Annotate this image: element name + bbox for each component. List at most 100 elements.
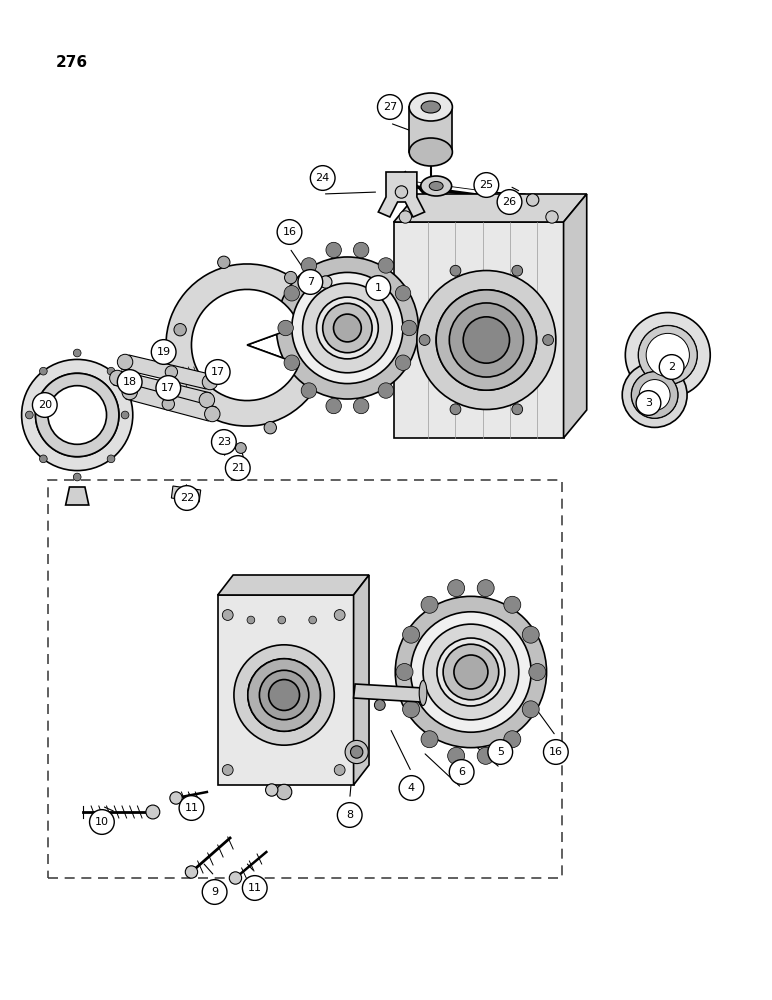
Circle shape bbox=[222, 610, 233, 620]
Circle shape bbox=[22, 359, 133, 471]
Polygon shape bbox=[354, 575, 369, 785]
Circle shape bbox=[378, 258, 394, 273]
Circle shape bbox=[625, 313, 710, 397]
Polygon shape bbox=[564, 194, 587, 438]
Circle shape bbox=[117, 354, 133, 370]
Text: 5: 5 bbox=[496, 747, 504, 757]
Text: 16: 16 bbox=[283, 227, 296, 237]
Circle shape bbox=[301, 258, 317, 273]
Circle shape bbox=[337, 803, 362, 827]
Text: 3: 3 bbox=[645, 398, 652, 408]
Circle shape bbox=[229, 872, 242, 884]
Text: 25: 25 bbox=[479, 180, 493, 190]
Circle shape bbox=[504, 596, 521, 613]
Circle shape bbox=[546, 211, 558, 223]
Circle shape bbox=[326, 242, 341, 258]
Circle shape bbox=[225, 456, 250, 480]
Circle shape bbox=[259, 670, 309, 720]
Circle shape bbox=[247, 616, 255, 624]
Circle shape bbox=[284, 355, 300, 370]
Circle shape bbox=[276, 257, 418, 399]
Circle shape bbox=[298, 270, 323, 294]
Circle shape bbox=[73, 349, 81, 357]
Circle shape bbox=[396, 664, 413, 680]
Text: 18: 18 bbox=[123, 377, 137, 387]
Circle shape bbox=[399, 776, 424, 800]
Text: 11: 11 bbox=[248, 883, 262, 893]
Text: 21: 21 bbox=[231, 463, 245, 473]
Text: 27: 27 bbox=[383, 102, 397, 112]
Circle shape bbox=[403, 701, 420, 718]
Ellipse shape bbox=[421, 176, 452, 196]
Text: 2: 2 bbox=[668, 362, 676, 372]
Circle shape bbox=[310, 166, 335, 190]
Text: 22: 22 bbox=[180, 493, 194, 503]
Circle shape bbox=[205, 360, 230, 384]
Circle shape bbox=[292, 272, 403, 384]
Circle shape bbox=[543, 740, 568, 764]
Circle shape bbox=[631, 372, 678, 418]
Circle shape bbox=[638, 326, 697, 384]
Circle shape bbox=[350, 746, 363, 758]
Text: 1: 1 bbox=[374, 283, 382, 293]
Circle shape bbox=[527, 194, 539, 206]
Circle shape bbox=[266, 784, 278, 796]
Polygon shape bbox=[394, 222, 564, 438]
Circle shape bbox=[320, 276, 332, 288]
Text: 20: 20 bbox=[38, 400, 52, 410]
Circle shape bbox=[522, 626, 539, 643]
Polygon shape bbox=[394, 194, 587, 222]
Ellipse shape bbox=[429, 182, 443, 190]
Circle shape bbox=[212, 430, 236, 454]
Circle shape bbox=[366, 276, 391, 300]
Circle shape bbox=[411, 612, 531, 732]
Circle shape bbox=[622, 363, 687, 427]
Circle shape bbox=[403, 626, 420, 643]
Circle shape bbox=[638, 326, 697, 384]
Circle shape bbox=[636, 391, 661, 415]
Text: 23: 23 bbox=[217, 437, 231, 447]
Polygon shape bbox=[218, 575, 369, 595]
Circle shape bbox=[285, 271, 297, 284]
Polygon shape bbox=[218, 595, 354, 785]
Circle shape bbox=[234, 645, 334, 745]
Circle shape bbox=[202, 374, 218, 390]
Circle shape bbox=[222, 765, 233, 775]
Circle shape bbox=[25, 411, 33, 419]
Ellipse shape bbox=[422, 101, 441, 113]
Circle shape bbox=[417, 271, 556, 409]
Text: 17: 17 bbox=[211, 367, 225, 377]
Polygon shape bbox=[378, 172, 425, 217]
Circle shape bbox=[477, 747, 494, 764]
Circle shape bbox=[395, 596, 547, 748]
Circle shape bbox=[185, 866, 198, 878]
Circle shape bbox=[512, 404, 523, 415]
Circle shape bbox=[278, 616, 286, 624]
Circle shape bbox=[450, 404, 461, 415]
Circle shape bbox=[303, 283, 392, 373]
Circle shape bbox=[309, 616, 317, 624]
Wedge shape bbox=[166, 264, 323, 426]
Text: 24: 24 bbox=[316, 173, 330, 183]
Circle shape bbox=[301, 383, 317, 398]
Circle shape bbox=[399, 211, 411, 223]
Circle shape bbox=[374, 700, 385, 710]
Circle shape bbox=[122, 384, 137, 400]
Circle shape bbox=[162, 398, 174, 410]
Circle shape bbox=[317, 297, 378, 359]
Circle shape bbox=[345, 740, 368, 764]
Ellipse shape bbox=[409, 138, 452, 166]
Circle shape bbox=[488, 740, 513, 764]
Circle shape bbox=[639, 380, 670, 410]
Circle shape bbox=[242, 876, 267, 900]
Circle shape bbox=[449, 760, 474, 784]
Circle shape bbox=[659, 355, 684, 379]
Text: 4: 4 bbox=[408, 783, 415, 793]
Circle shape bbox=[151, 340, 176, 364]
Text: 26: 26 bbox=[503, 197, 516, 207]
Circle shape bbox=[248, 659, 320, 731]
Circle shape bbox=[443, 644, 499, 700]
Text: 9: 9 bbox=[211, 887, 218, 897]
Text: 11: 11 bbox=[185, 803, 198, 813]
Polygon shape bbox=[126, 385, 216, 421]
